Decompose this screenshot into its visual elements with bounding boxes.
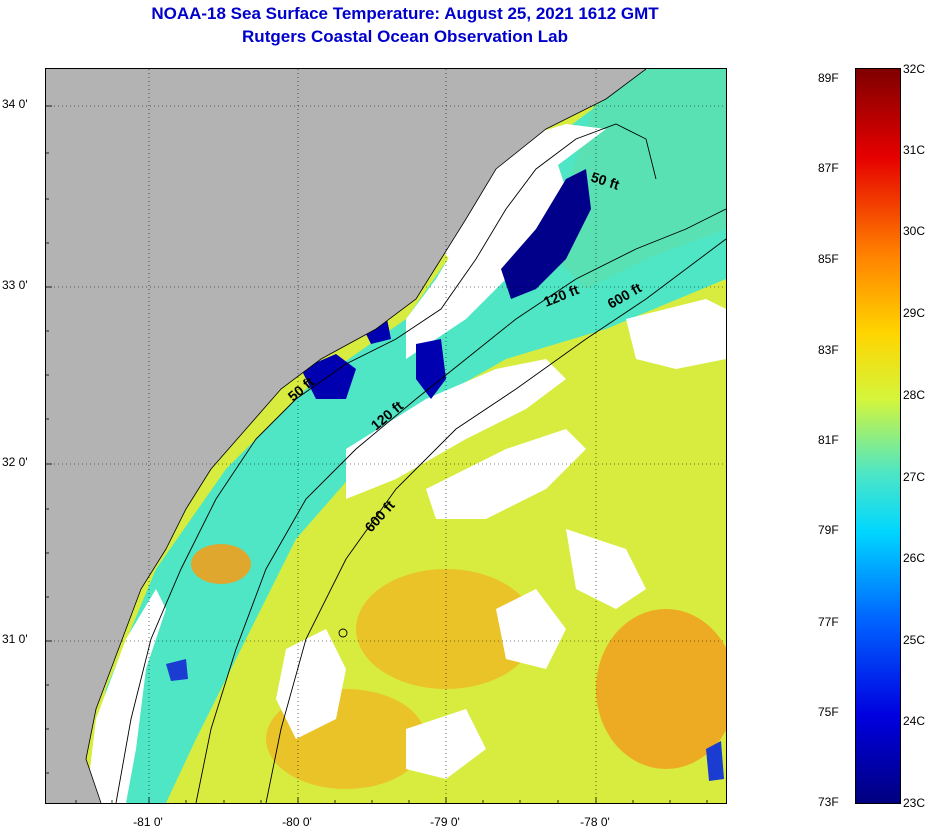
lon-label-78: -78 0' — [580, 815, 610, 829]
map-title: NOAA-18 Sea Surface Temperature: August … — [151, 4, 659, 23]
colorbar-f-label: 73F — [818, 795, 839, 809]
lat-lon-grid — [46, 69, 726, 803]
cloud-area — [276, 629, 346, 739]
temperature-colorbar — [855, 68, 901, 804]
contour-seamount — [338, 628, 348, 638]
colorbar-f-label: 75F — [818, 705, 839, 719]
colorbar-f-label: 77F — [818, 615, 839, 629]
contour-600ft — [265, 238, 726, 803]
colorbar-f-label: 87F — [818, 161, 839, 175]
colorbar-c-label: 32C — [903, 62, 926, 76]
cold-upwelling-patch — [416, 339, 446, 399]
colorbar-gradient — [856, 69, 900, 803]
cold-upwelling-patch — [501, 169, 591, 299]
colorbar-c-label: 29C — [903, 306, 926, 320]
colorbar-f-label: 89F — [818, 71, 839, 85]
lat-label-33: 33 0' — [2, 278, 28, 292]
colorbar-c-label: 23C — [903, 796, 926, 810]
lon-label-80: -80 0' — [282, 815, 312, 829]
axis-ticks — [46, 105, 708, 803]
warm-patch — [596, 609, 726, 769]
cloud-area — [86, 589, 166, 803]
colorbar-f-label: 83F — [818, 343, 839, 357]
cloud-area — [406, 709, 486, 779]
cloud-area — [626, 299, 726, 369]
cloud-area — [441, 124, 606, 279]
cool-offshore-water — [546, 69, 726, 289]
colorbar-c-label: 25C — [903, 633, 926, 647]
colorbar-f-label: 85F — [818, 252, 839, 266]
contour-120ft — [195, 208, 726, 803]
cloud-area — [566, 529, 646, 609]
warm-patch — [191, 544, 251, 584]
colorbar-c-label: 28C — [903, 388, 926, 402]
cloud-area — [426, 429, 586, 519]
map-subtitle: Rutgers Coastal Ocean Observation Lab — [242, 27, 568, 46]
colorbar-f-label: 79F — [818, 523, 839, 537]
lat-label-34: 34 0' — [2, 97, 28, 111]
lon-label-81: -81 0' — [133, 815, 163, 829]
coastline — [85, 69, 647, 803]
contour-50ft — [115, 123, 657, 803]
colorbar-f-label: 81F — [818, 433, 839, 447]
cloud-area — [406, 149, 566, 359]
lat-label-31: 31 0' — [2, 632, 28, 646]
colorbar-c-label: 31C — [903, 143, 926, 157]
cloud-area — [496, 589, 566, 669]
colorbar-c-label: 27C — [903, 470, 926, 484]
colorbar-c-label: 26C — [903, 551, 926, 565]
cold-upwelling-patch — [166, 659, 188, 681]
colorbar-c-label: 24C — [903, 714, 926, 728]
colorbar-c-label: 30C — [903, 224, 926, 238]
sst-map: 50 ft 120 ft 600 ft 50 ft 120 ft 600 ft — [45, 68, 727, 804]
cold-upwelling-patch — [706, 741, 724, 781]
lat-label-32: 32 0' — [2, 455, 28, 469]
lon-label-79: -79 0' — [430, 815, 460, 829]
